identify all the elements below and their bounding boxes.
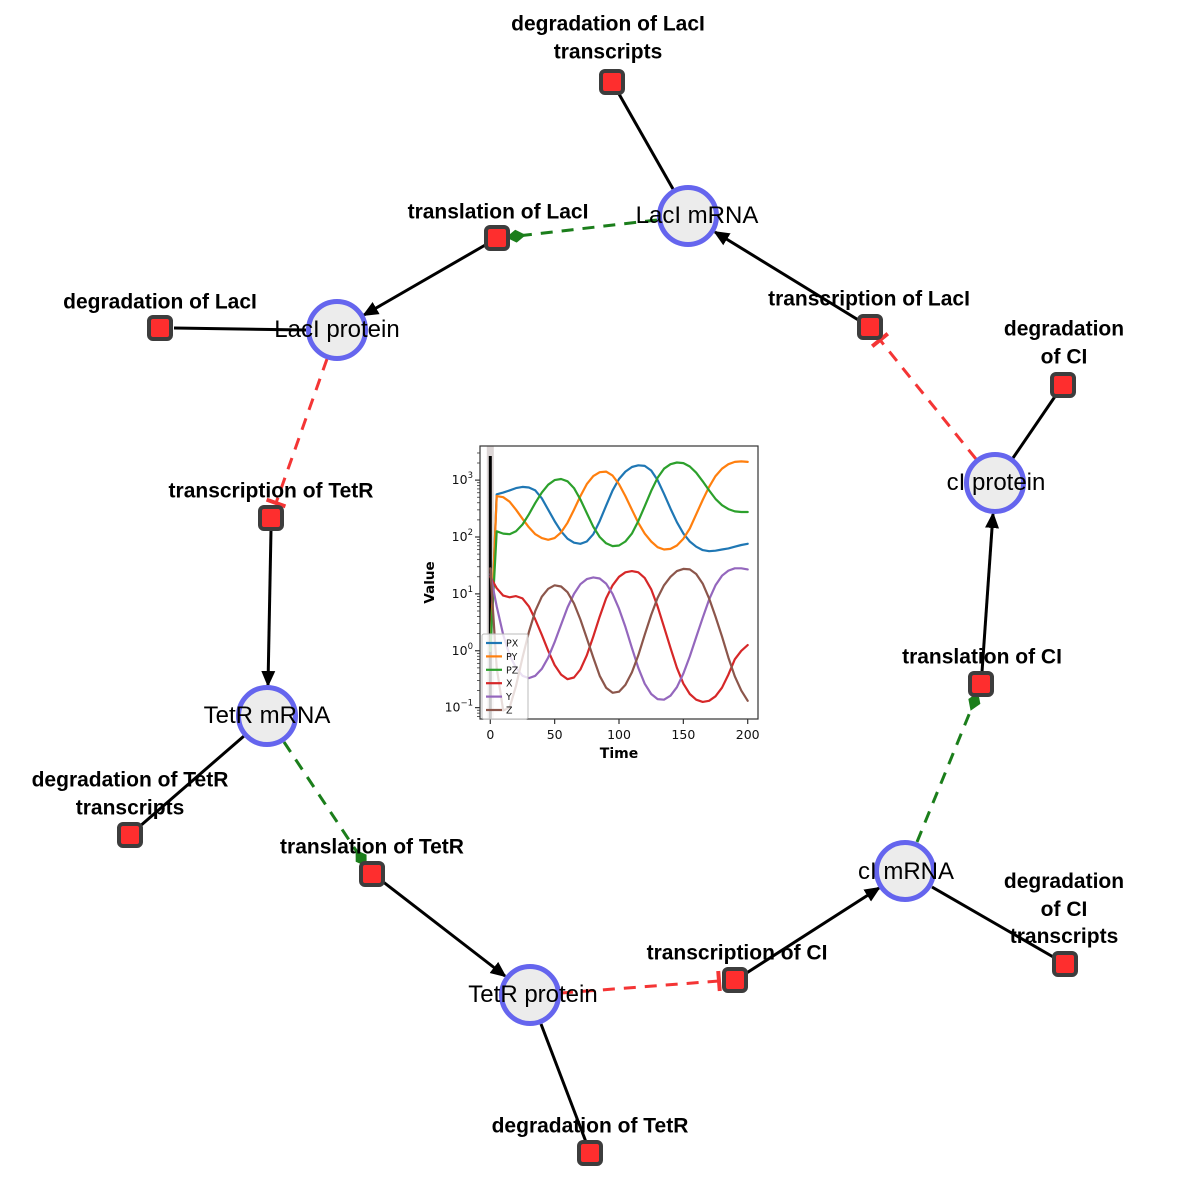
species-node-laci-mrna[interactable] — [657, 185, 719, 247]
edge-transcription-tetr-to-tetr-mrna — [261, 529, 276, 687]
species-node-ci-protein[interactable] — [964, 452, 1026, 514]
reaction-node-deg-laci-transcripts[interactable] — [599, 69, 625, 95]
edge-translation-laci-to-laci-protein — [362, 242, 488, 317]
x-tick-label: 50 — [547, 727, 563, 742]
y-tick-label: 101 — [452, 585, 473, 601]
reaction-label-deg-ci-transcripts: degradation of CI transcripts — [1003, 869, 1125, 949]
legend-label-PY: PY — [506, 652, 518, 663]
reaction-node-transcription-laci[interactable] — [857, 314, 883, 340]
species-node-tetr-mrna[interactable] — [236, 685, 298, 747]
reaction-node-deg-laci[interactable] — [147, 315, 173, 341]
chart-legend: PX PY PZ XYZ — [481, 633, 529, 720]
series-line-PY — [489, 460, 749, 652]
edge-transcription-laci-to-laci-mrna — [713, 230, 861, 323]
y-tick-label: 100 — [452, 642, 473, 658]
reaction-label-translation-ci: translation of CI — [902, 645, 1062, 669]
x-axis-label: Time — [600, 746, 638, 762]
reaction-node-deg-ci[interactable] — [1050, 372, 1076, 398]
edge-ci-mrna-stimulates-translation — [915, 692, 981, 843]
reaction-node-deg-ci-transcripts[interactable] — [1052, 951, 1078, 977]
legend-label-Z: Z — [506, 706, 513, 717]
edge-laci-mrna-stimulates-translation — [506, 218, 658, 243]
species-label-tetr-mrna: TetR mRNA — [203, 702, 331, 729]
y-axis-label: Value — [422, 561, 438, 603]
edge-translation-tetr-to-tetr-protein — [381, 879, 507, 978]
y-tick-label: 103 — [452, 471, 473, 487]
edge-tetr-mrna-stimulates-translation — [282, 741, 367, 867]
edge-ci-mrna-to-deg-transcripts — [931, 885, 1056, 960]
edge-laci-protein-inhibits-transcription-tetr — [265, 358, 329, 509]
edge-transcription-ci-to-ci-mrna — [744, 886, 881, 976]
reaction-label-translation-laci: translation of LacI — [407, 200, 589, 224]
legend-label-X: X — [506, 679, 513, 690]
x-tick-label: 150 — [671, 727, 695, 742]
x-tick-label: 0 — [486, 727, 494, 742]
reaction-label-translation-tetr: translation of TetR — [280, 835, 464, 859]
edge-tetr-protein-to-deg-tetr — [539, 1023, 588, 1143]
reaction-label-transcription-ci: transcription of CI — [646, 941, 828, 965]
x-tick-label: 200 — [736, 727, 760, 742]
y-tick-label: 102 — [452, 528, 473, 544]
reaction-node-deg-tetr[interactable] — [577, 1140, 603, 1166]
edge-tetr-mrna-to-deg-transcripts — [138, 734, 245, 829]
species-label-ci-mrna: cI mRNA — [858, 858, 954, 885]
edge-tetr-protein-inhibits-transcription-ci — [560, 970, 722, 995]
reaction-node-translation-ci[interactable] — [968, 671, 994, 697]
legend-label-Y: Y — [505, 692, 512, 703]
y-tick-label: 10−1 — [445, 699, 473, 715]
reaction-label-transcription-laci: transcription of LacI — [768, 287, 970, 311]
reaction-label-deg-laci: degradation of LacI — [63, 290, 257, 314]
series-line-PZ — [489, 461, 749, 652]
series-line-Y — [489, 567, 749, 701]
species-label-laci-protein: LacI protein — [274, 316, 400, 343]
reaction-label-deg-tetr-transcripts: degradation of TetR transcripts — [31, 768, 229, 820]
species-node-tetr-protein[interactable] — [499, 964, 561, 1026]
reaction-node-translation-laci[interactable] — [484, 225, 510, 251]
legend-label-PX: PX — [506, 639, 519, 650]
species-label-tetr-protein: TetR protein — [468, 981, 598, 1008]
series-line-X — [489, 570, 749, 703]
x-tick-label: 100 — [607, 727, 631, 742]
reaction-node-transcription-ci[interactable] — [722, 967, 748, 993]
reaction-node-translation-tetr[interactable] — [359, 861, 385, 887]
simulation-chart-svg: 0 50 100 150 200Time10310210110010−1ValuePXP… — [422, 445, 760, 762]
legend-box — [481, 633, 529, 720]
series-line-Z — [489, 567, 749, 712]
series-line-PX — [489, 464, 749, 652]
edge-laci-protein-to-deg-laci — [173, 326, 307, 332]
reaction-label-deg-ci: degradation of CI — [1003, 317, 1125, 369]
edge-lacimrna-to-deg-transcripts — [617, 93, 675, 190]
species-label-ci-protein: cI protein — [946, 469, 1046, 496]
species-node-laci-protein[interactable] — [306, 299, 368, 361]
reaction-label-deg-tetr: degradation of TetR — [491, 1114, 689, 1138]
species-node-ci-mrna[interactable] — [874, 840, 936, 902]
simulation-chart-inset: 0 50 100 150 200 Time 103 102 101 100 10−1 Value PX P… — [420, 436, 780, 768]
reaction-node-deg-tetr-transcripts[interactable] — [117, 822, 143, 848]
reaction-label-deg-laci-transcripts: degradation of LacI transcripts — [511, 12, 705, 64]
species-label-laci-mrna: LacI mRNA — [635, 202, 759, 229]
reaction-node-transcription-tetr[interactable] — [258, 505, 284, 531]
edge-ci-protein-to-deg-ci — [1011, 394, 1058, 459]
edge-ci-protein-inhibits-transcription-laci — [870, 332, 978, 460]
reaction-label-transcription-tetr: transcription of TetR — [168, 479, 374, 503]
edge-translation-ci-to-ci-protein — [980, 512, 1000, 673]
legend-label-PZ: PZ — [506, 665, 519, 676]
